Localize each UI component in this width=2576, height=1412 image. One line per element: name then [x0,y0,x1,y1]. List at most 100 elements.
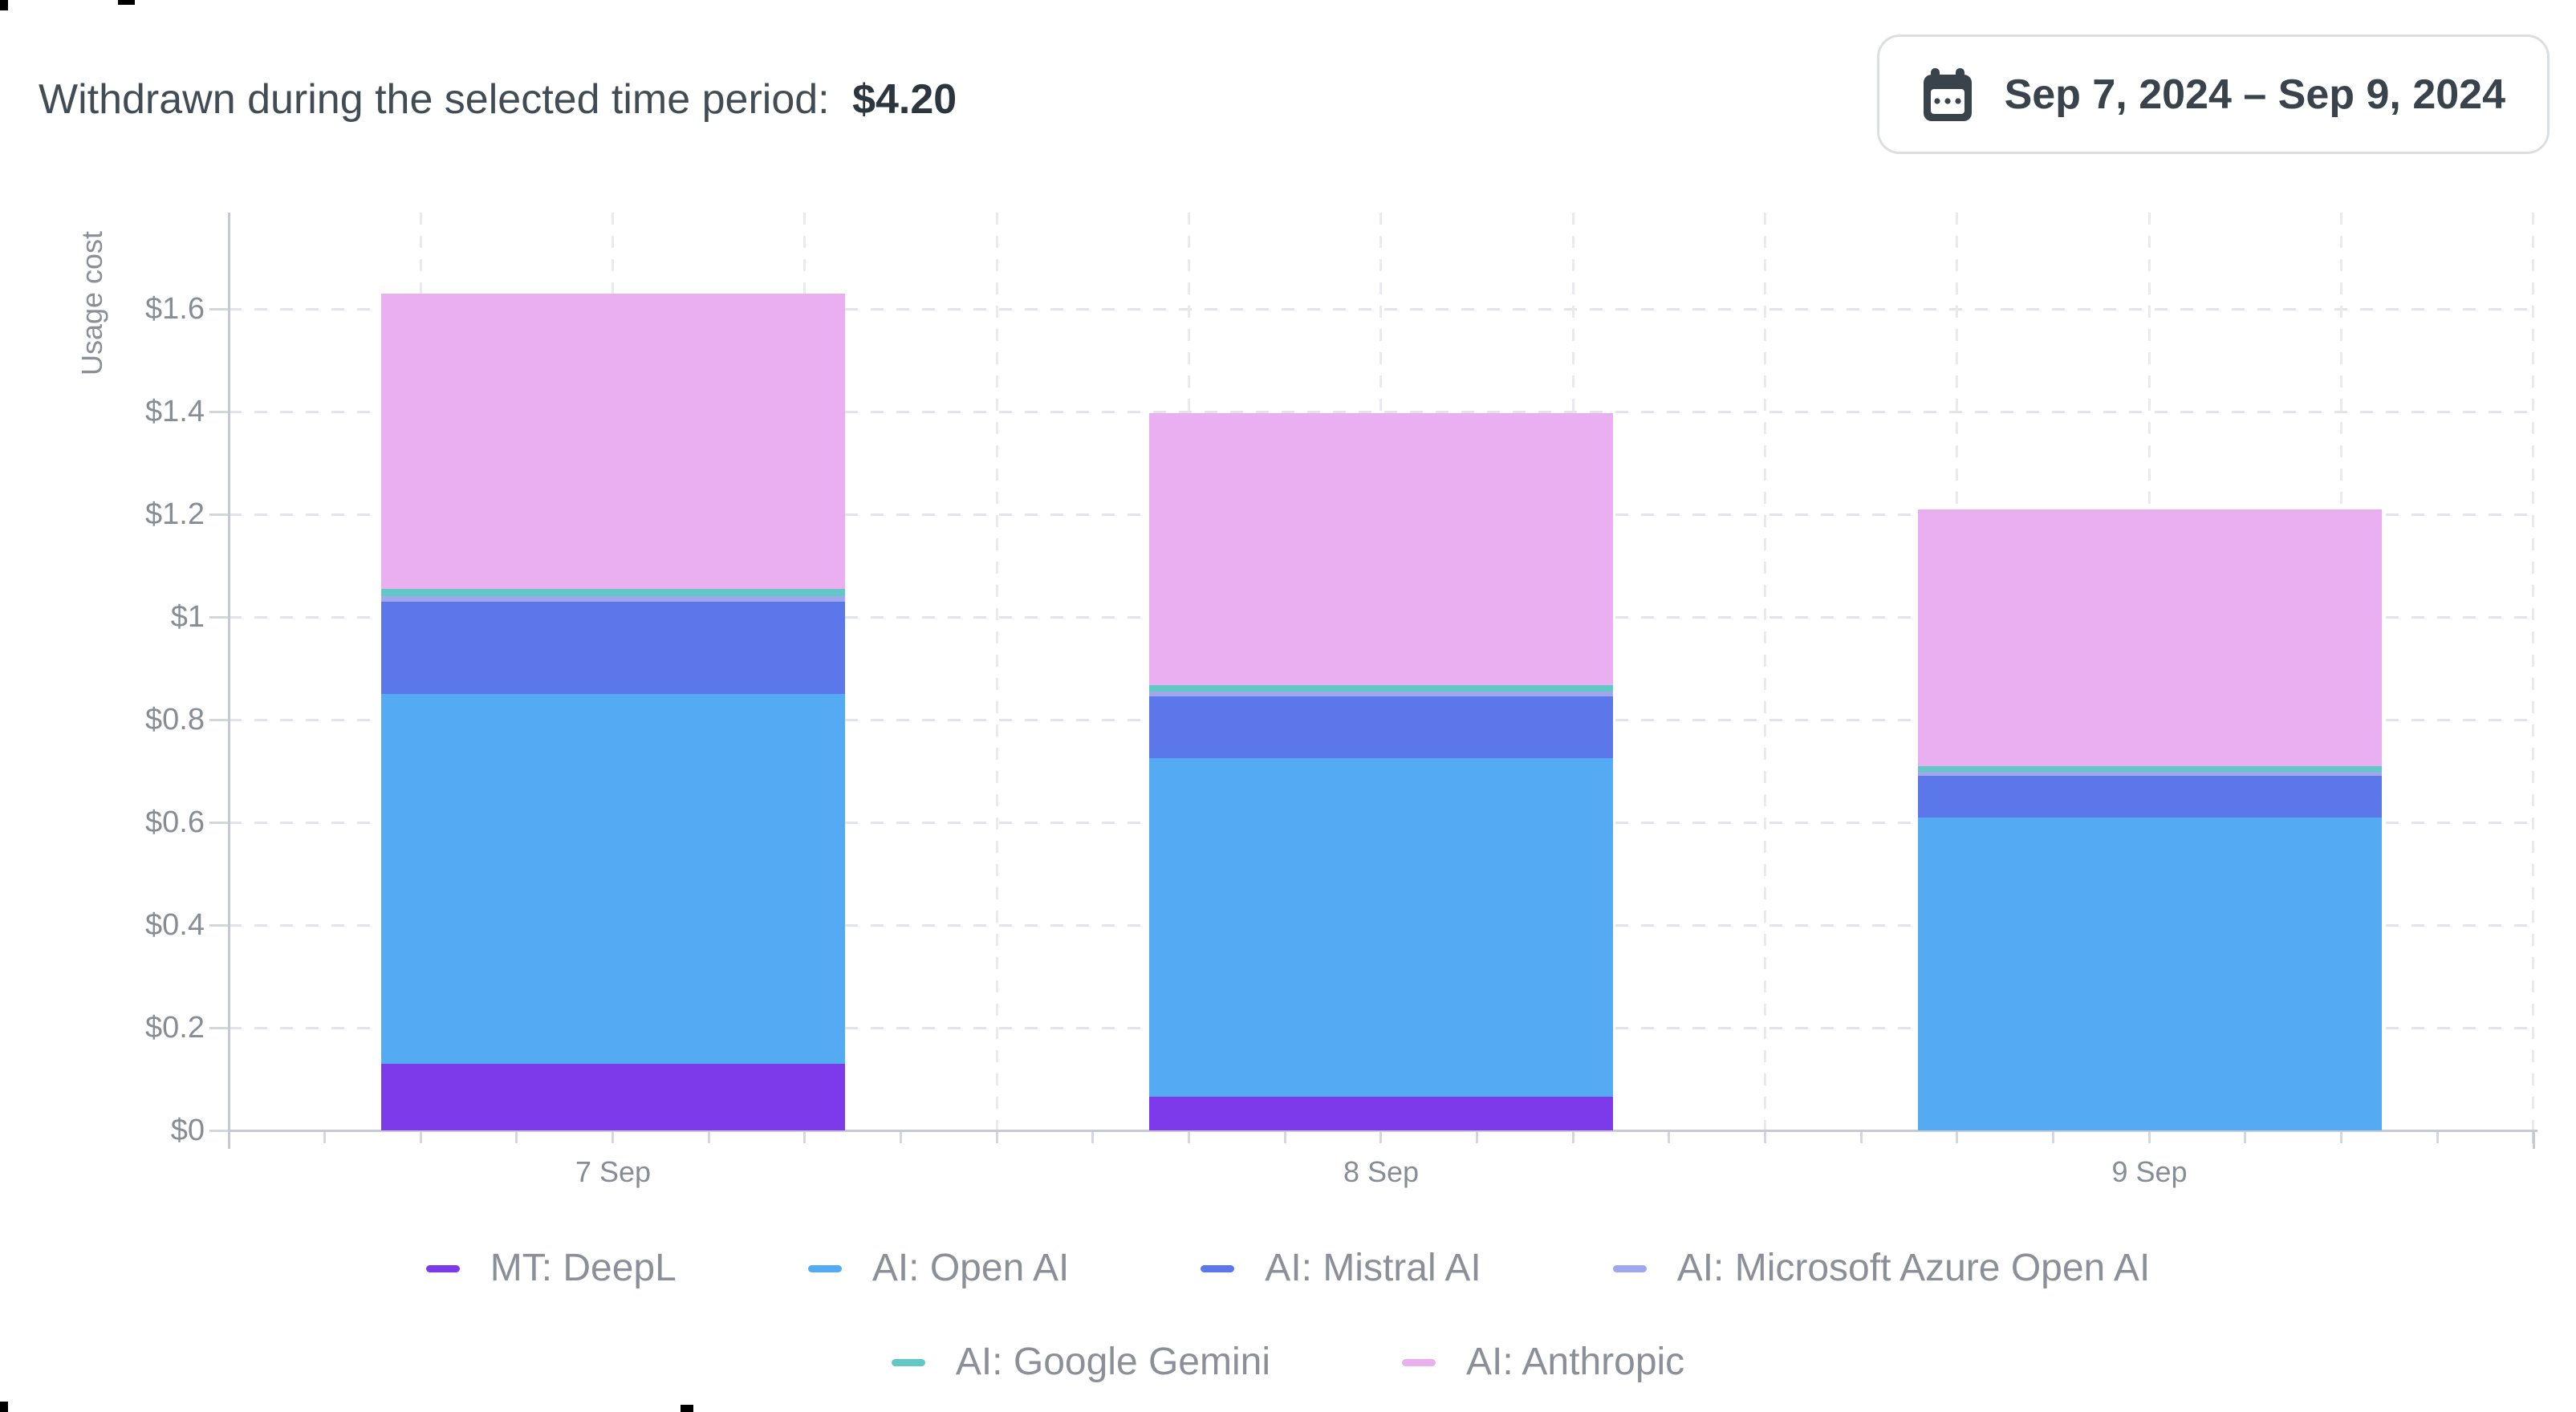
x-tick [1091,1131,1095,1143]
legend-item-ai-anthropic[interactable]: AI: Anthropic [1402,1336,1684,1389]
x-tick [611,1131,615,1143]
bar-segment-ai-google-gemini[interactable] [381,588,845,597]
legend-row: AI: Google Gemini AI: Anthropic [0,1336,2576,1389]
bar-segment-ai-open-ai[interactable] [1149,758,1613,1098]
bar-segment-ai-mistral-ai[interactable] [1149,696,1613,758]
x-tick [2147,1131,2151,1143]
bar-segment-ai-anthropic[interactable] [1149,412,1613,686]
y-tick [209,615,229,619]
bar-segment-ai-mistral-ai[interactable] [381,601,845,694]
legend-item-ai-microsoft-azure-open-ai[interactable]: AI: Microsoft Azure Open AI [1612,1242,2151,1295]
x-tick [1379,1131,1383,1143]
y-tick-label: $0.8 [145,703,205,736]
date-range-label: Sep 7, 2024 – Sep 9, 2024 [2004,71,2505,118]
legend-swatch [891,1358,925,1366]
x-tick [803,1131,807,1143]
legend-item-ai-open-ai[interactable]: AI: Open AI [807,1242,1070,1295]
y-tick-label: $1.6 [145,292,205,326]
crop-artifact-bottom [681,1405,693,1412]
x-tick [2244,1131,2247,1143]
legend-swatch [1201,1264,1235,1272]
crop-artifact-top-left [0,0,8,10]
y-tick-label: $1.4 [145,395,205,428]
y-tick [209,718,229,721]
legend-label: AI: Google Gemini [955,1341,1271,1383]
x-axis-label: 8 Sep [1343,1155,1420,1188]
legend-label: AI: Anthropic [1466,1341,1685,1383]
bar-segment-mt-deepl[interactable] [381,1063,845,1130]
withdrawn-summary-label: Withdrawn during the selected time perio… [39,76,830,123]
bar-segment-ai-google-gemini[interactable] [1917,765,2382,772]
withdrawn-summary: Withdrawn during the selected time perio… [39,75,957,124]
x-tick [707,1131,710,1143]
x-tick [1668,1131,1671,1143]
x-tick [419,1131,422,1143]
y-tick [209,821,229,824]
date-range-button[interactable]: Sep 7, 2024 – Sep 9, 2024 [1876,34,2550,154]
y-tick [209,1129,229,1132]
legend-label: AI: Microsoft Azure Open AI [1676,1247,2151,1289]
legend-label: AI: Open AI [872,1247,1070,1289]
crop-artifact-bottom-left [0,1402,8,1412]
calendar-icon [1921,67,1974,123]
legend-row: MT: DeepL AI: Open AI AI: Mistral AI AI: Mi… [0,1242,2576,1295]
legend-swatch [807,1264,842,1272]
legend-swatch [1612,1264,1647,1272]
y-tick-label: $1.2 [145,497,205,531]
bar-segment-ai-open-ai[interactable] [1917,817,2382,1130]
x-tick [900,1131,903,1143]
x-tick [2436,1131,2439,1143]
bar-segment-mt-deepl[interactable] [1149,1097,1613,1130]
legend-label: MT: DeepL [490,1247,677,1289]
x-axis-label: 7 Sep [575,1155,652,1188]
legend-label: AI: Mistral AI [1265,1247,1481,1289]
legend-swatch [1402,1358,1436,1366]
x-gridline [2532,213,2535,1130]
y-tick [209,923,229,927]
x-tick [1571,1131,1574,1143]
bar-segment-ai-google-gemini[interactable] [1149,685,1613,692]
y-tick [209,1026,229,1029]
bar-segment-ai-microsoft-azure-open-ai[interactable] [381,596,845,602]
legend-item-ai-google-gemini[interactable]: AI: Google Gemini [891,1336,1271,1389]
x-tick [1956,1131,1959,1143]
x-tick [1764,1131,1767,1143]
y-tick [209,410,229,413]
x-tick [323,1131,327,1143]
x-tick [2052,1131,2055,1143]
bar-segment-ai-open-ai[interactable] [381,694,845,1064]
x-gridline [1764,213,1767,1130]
plot-right-edge [2532,1130,2535,1149]
x-axis-label: 9 Sep [2111,1155,2188,1188]
y-tick-label: $0 [170,1114,205,1147]
x-axis-baseline [229,1129,2537,1132]
x-tick [2340,1131,2343,1143]
y-tick-label: $1 [170,600,205,634]
bar-segment-ai-microsoft-azure-open-ai[interactable] [1917,771,2382,777]
y-tick-label: $0.2 [145,1011,205,1045]
x-tick [1188,1131,1191,1143]
withdrawn-amount: $4.20 [852,76,957,123]
legend-item-mt-deepl[interactable]: MT: DeepL [425,1242,677,1295]
y-tick-label: $0.6 [145,805,205,839]
y-gridline [229,307,2537,310]
x-tick [1859,1131,1863,1143]
x-tick [995,1131,998,1143]
legend-item-ai-mistral-ai[interactable]: AI: Mistral AI [1201,1242,1481,1295]
bar-segment-ai-mistral-ai[interactable] [1917,776,2382,818]
crop-artifact-top [118,0,135,5]
y-tick [209,513,229,516]
y-tick [209,307,229,310]
x-tick [515,1131,518,1143]
x-tick [1283,1131,1286,1143]
x-tick [1476,1131,1479,1143]
legend-swatch [425,1264,460,1272]
bar-segment-ai-anthropic[interactable] [381,293,845,589]
y-gridline [229,410,2537,413]
y-axis-line [227,213,230,1149]
bar-segment-ai-anthropic[interactable] [1917,509,2382,766]
bar-segment-ai-microsoft-azure-open-ai[interactable] [1149,691,1613,697]
y-tick-label: $0.4 [145,908,205,942]
x-gridline [995,213,998,1130]
